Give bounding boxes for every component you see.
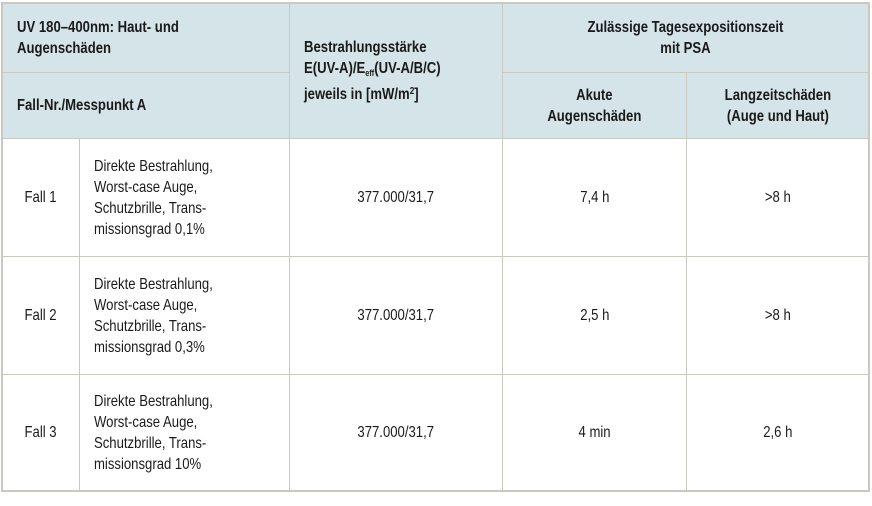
- irradiance-value: 377.000/31,7: [357, 424, 435, 441]
- acute-value: 7,4 h: [579, 189, 610, 206]
- acute-value: 2,5 h: [579, 307, 610, 324]
- desc-line: Direkte Bestrahlung,: [94, 392, 213, 410]
- header-case-label: Fall-Nr./Messpunkt A: [17, 97, 147, 114]
- desc-line: missionsgrad 0,3%: [94, 338, 205, 356]
- table-row-3-acute: 4 min: [502, 374, 686, 490]
- header-acute-cell: Akute Augenschäden: [502, 72, 686, 138]
- header-case-cell: Fall-Nr./Messpunkt A: [3, 72, 289, 138]
- desc-line: Direkte Bestrahlung,: [94, 275, 213, 293]
- desc-line: missionsgrad 10%: [94, 455, 202, 473]
- header-exposure-line2: mit PSA: [660, 40, 711, 57]
- table-row-2-longterm: >8 h: [686, 256, 868, 374]
- header-irradiance-line2: E(UV-A)/Eeff(UV-A/B/C): [304, 60, 441, 78]
- header-irradiance-line1: Bestrahlungsstärke: [304, 39, 427, 56]
- table-row-1-acute: 7,4 h: [502, 138, 686, 256]
- table-row-2-desc: Direkte Bestrahlung, Worst-case Auge, Sc…: [79, 256, 289, 374]
- desc-line: Worst-case Auge,: [94, 178, 198, 196]
- table-row-2-case: Fall 2: [3, 256, 79, 374]
- table-row-2-acute: 2,5 h: [502, 256, 686, 374]
- desc-line: Schutzbrille, Trans-: [94, 199, 207, 217]
- desc-line: Schutzbrille, Trans-: [94, 317, 207, 335]
- header-irradiance-cell: Bestrahlungsstärke E(UV-A)/Eeff(UV-A/B/C…: [289, 4, 502, 138]
- case-label: Fall 1: [24, 189, 58, 206]
- desc-line: Worst-case Auge,: [94, 413, 198, 431]
- header-longterm-cell: Langzeitschäden (Auge und Haut): [686, 72, 868, 138]
- acute-value: 4 min: [578, 424, 611, 441]
- irradiance-value: 377.000/31,7: [357, 307, 435, 324]
- header-longterm-line1: Langzeitschäden: [724, 86, 831, 104]
- longterm-value: >8 h: [764, 189, 791, 206]
- header-exposure-line1: Zulässige Tagesexpositionszeit: [587, 19, 784, 36]
- case-label: Fall 2: [24, 307, 58, 324]
- table-row-3-longterm: 2,6 h: [686, 374, 868, 490]
- table-row-1-irradiance: 377.000/31,7: [289, 138, 502, 256]
- longterm-value: 2,6 h: [762, 424, 793, 441]
- table-row-1-desc: Direkte Bestrahlung, Worst-case Auge, Sc…: [79, 138, 289, 256]
- desc-line: Schutzbrille, Trans-: [94, 434, 207, 452]
- header-longterm-line2: (Auge und Haut): [726, 107, 829, 125]
- uv-exposure-table: UV 180–400nm: Haut- und Augenschäden Bes…: [1, 2, 870, 492]
- table-row-1-case: Fall 1: [3, 138, 79, 256]
- desc-line: Direkte Bestrahlung,: [94, 157, 213, 175]
- header-title-line1: UV 180–400nm: Haut- und: [17, 19, 179, 36]
- desc-line: missionsgrad 0,1%: [94, 220, 205, 238]
- header-exposure-cell: Zulässige Tagesexpositionszeit mit PSA: [502, 4, 868, 72]
- longterm-value: >8 h: [764, 307, 791, 324]
- case-label: Fall 3: [24, 424, 58, 441]
- header-title-line2: Augenschäden: [17, 40, 112, 57]
- header-title-cell: UV 180–400nm: Haut- und Augenschäden: [3, 4, 289, 72]
- table-row-2-irradiance: 377.000/31,7: [289, 256, 502, 374]
- header-irradiance-line3: jeweils in [mW/m2]: [304, 86, 419, 103]
- desc-line: Worst-case Auge,: [94, 296, 198, 314]
- irradiance-value: 377.000/31,7: [357, 189, 435, 206]
- table-row-3-desc: Direkte Bestrahlung, Worst-case Auge, Sc…: [79, 374, 289, 490]
- header-acute-line1: Akute: [576, 86, 613, 104]
- table-row-3-case: Fall 3: [3, 374, 79, 490]
- table-row-1-longterm: >8 h: [686, 138, 868, 256]
- header-acute-line2: Augenschäden: [547, 107, 642, 125]
- table-row-3-irradiance: 377.000/31,7: [289, 374, 502, 490]
